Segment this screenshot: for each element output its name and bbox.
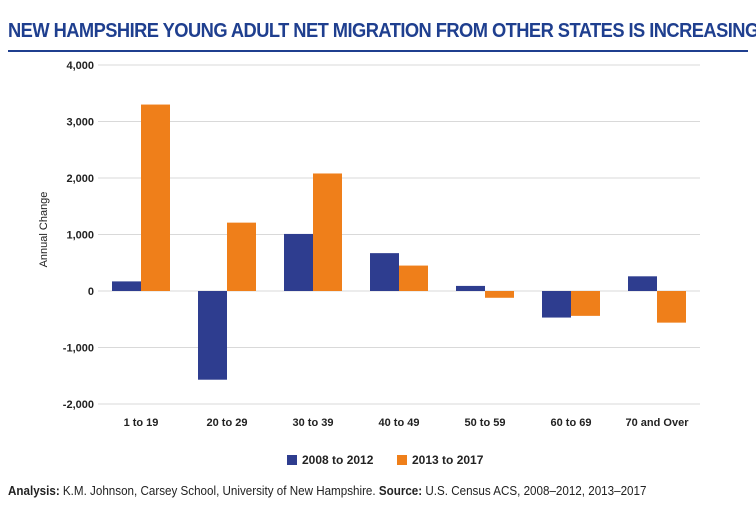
legend-swatch bbox=[397, 455, 407, 465]
y-axis-title: Annual Change bbox=[38, 192, 50, 268]
x-category-label: 40 to 49 bbox=[379, 417, 420, 429]
bar-series-2 bbox=[313, 173, 342, 291]
y-tick-label: -1,000 bbox=[63, 343, 94, 355]
y-tick-label: 0 bbox=[88, 286, 94, 298]
chart-title: NEW HAMPSHIRE YOUNG ADULT NET MIGRATION … bbox=[8, 20, 756, 42]
legend: 2008 to 2012 2013 to 2017 bbox=[287, 453, 484, 467]
y-tick-label: -2,000 bbox=[63, 399, 94, 411]
source-text: U.S. Census ACS, 2008–2012, 2013–2017 bbox=[422, 484, 647, 498]
bar-series-1 bbox=[628, 276, 657, 291]
analysis-label: Analysis: bbox=[8, 484, 60, 498]
bar-series-1 bbox=[112, 281, 141, 291]
bar-series-1 bbox=[198, 291, 227, 380]
source-note: Analysis: K.M. Johnson, Carsey School, U… bbox=[8, 484, 701, 498]
bar-series-1 bbox=[542, 291, 571, 318]
y-tick-label: 2,000 bbox=[66, 173, 94, 185]
bar-series-2 bbox=[571, 291, 600, 316]
y-tick-label: 4,000 bbox=[66, 60, 94, 72]
bar-series-2 bbox=[485, 291, 514, 298]
title-divider bbox=[8, 50, 748, 52]
bar-series-2 bbox=[399, 265, 428, 291]
bar-series-2 bbox=[227, 222, 256, 291]
y-tick-label: 1,000 bbox=[66, 230, 94, 242]
x-category-label: 70 and Over bbox=[626, 417, 690, 429]
bar-series-1 bbox=[370, 253, 399, 291]
bar-series-2 bbox=[141, 104, 170, 291]
legend-swatch bbox=[287, 455, 297, 465]
bar-series-2 bbox=[657, 291, 686, 323]
x-category-label: 50 to 59 bbox=[465, 417, 506, 429]
bar-series-1 bbox=[284, 233, 313, 291]
x-category-label: 60 to 69 bbox=[551, 417, 592, 429]
legend-label: 2013 to 2017 bbox=[412, 453, 484, 467]
y-tick-label: 3,000 bbox=[66, 117, 94, 129]
gridlines bbox=[98, 64, 700, 405]
x-category-label: 20 to 29 bbox=[207, 417, 248, 429]
y-axis-tick-labels: -2,000 -1,000 0 1,000 2,000 3,000 4,000 bbox=[63, 60, 94, 411]
bar-chart: -2,000 -1,000 0 1,000 2,000 3,000 4,000 Annual… bbox=[38, 60, 700, 467]
x-axis-category-labels: 1 to 19 20 to 29 30 to 39 40 to 49 50 to 59 6… bbox=[124, 417, 690, 429]
x-category-label: 30 to 39 bbox=[293, 417, 334, 429]
source-label: Source: bbox=[378, 484, 423, 498]
x-category-label: 1 to 19 bbox=[124, 417, 159, 429]
bar-series-1 bbox=[456, 285, 485, 291]
analysis-text: K.M. Johnson, Carsey School, University … bbox=[59, 484, 379, 498]
bars bbox=[112, 104, 686, 380]
legend-label: 2008 to 2012 bbox=[302, 453, 374, 467]
